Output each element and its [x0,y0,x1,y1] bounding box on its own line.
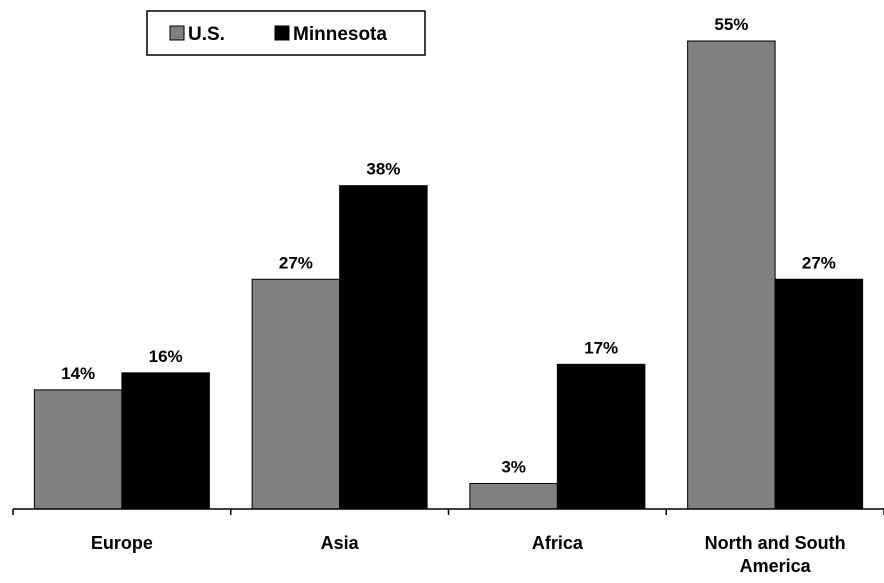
bar-minnesota-europe [121,372,210,510]
x-tick-label-north-and-south-america: North and South America [705,533,846,576]
data-label-u-s-europe: 14% [61,364,95,383]
bars-group: 14% 16% 27% 38% 3% 17% 55% 27% [33,15,864,510]
legend: U.S. Minnesota [146,10,426,56]
x-tick-label-africa: Africa [532,533,584,553]
bar-minnesota-north-and-south-america [774,278,864,510]
legend-label-us: U.S. [188,24,225,45]
bar-u-s-asia [251,278,341,510]
bar-minnesota-africa [556,363,646,510]
legend-label-minnesota: Minnesota [293,24,387,45]
bar-minnesota-asia [339,185,428,510]
data-label-minnesota-north-and-south-america: 27% [802,253,836,272]
x-tick-label-asia: Asia [321,533,360,553]
bar-u-s-africa [469,482,558,510]
data-label-u-s-asia: 27% [279,253,313,272]
legend-swatch-minnesota [274,25,290,41]
x-tick-label-europe: Europe [91,533,153,553]
bar-u-s-north-and-south-america [687,40,776,510]
data-label-u-s-africa: 3% [501,457,526,476]
legend-swatch-us [169,25,185,41]
data-label-minnesota-africa: 17% [584,338,618,357]
x-axis: Europe Asia Africa North and South America [12,508,884,576]
bar-u-s-europe [33,389,123,510]
data-label-u-s-north-and-south-america: 55% [714,15,748,34]
data-label-minnesota-asia: 38% [366,160,400,179]
data-label-minnesota-europe: 16% [149,347,183,366]
